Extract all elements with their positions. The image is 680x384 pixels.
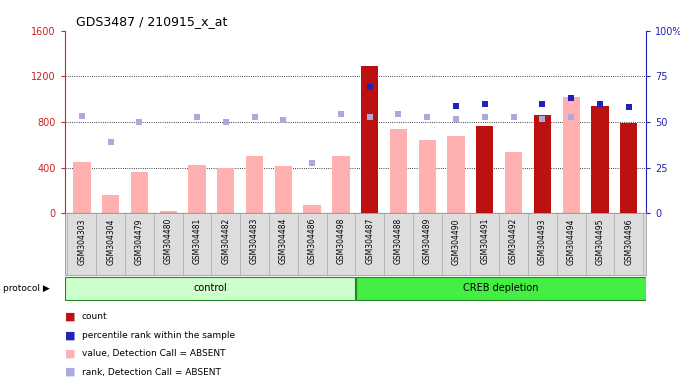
Point [134,119,145,125]
Point [537,116,548,122]
Point [364,84,375,90]
Text: GSM304488: GSM304488 [394,218,403,264]
Bar [160,211,177,213]
Bar [131,172,148,213]
Text: GSM304493: GSM304493 [538,218,547,265]
Text: GSM304494: GSM304494 [566,218,576,265]
Point [249,114,260,120]
Point [537,101,548,107]
FancyBboxPatch shape [65,276,355,300]
Bar [390,129,407,213]
Point [278,117,289,123]
Point [566,114,577,121]
Bar [73,162,90,213]
Text: protocol ▶: protocol ▶ [3,284,50,293]
Bar [592,106,609,213]
Point [393,111,404,117]
Point [479,101,490,107]
Point [451,103,462,109]
Point [422,114,432,121]
Bar [620,123,637,213]
Text: GSM304483: GSM304483 [250,218,259,265]
Point [364,114,375,121]
Point [508,114,519,121]
Point [220,119,231,125]
Point [451,116,462,122]
Text: GSM304492: GSM304492 [509,218,518,265]
Point [624,104,634,111]
Bar [333,156,350,213]
Text: value, Detection Call = ABSENT: value, Detection Call = ABSENT [82,349,225,358]
Text: GSM304491: GSM304491 [480,218,490,265]
Point [76,113,87,119]
Text: GSM304490: GSM304490 [452,218,460,265]
Text: GSM304486: GSM304486 [307,218,317,265]
Bar [447,136,464,213]
Bar [246,156,263,213]
Bar [217,167,235,213]
Bar [562,97,580,213]
Text: ■: ■ [65,330,75,340]
Text: GSM304489: GSM304489 [423,218,432,265]
Text: GDS3487 / 210915_x_at: GDS3487 / 210915_x_at [76,15,228,28]
Bar [361,66,378,213]
Text: rank, Detection Call = ABSENT: rank, Detection Call = ABSENT [82,367,220,377]
Point [479,114,490,121]
Text: ■: ■ [65,367,75,377]
Text: ■: ■ [65,349,75,359]
Text: GSM304495: GSM304495 [596,218,605,265]
Text: GSM304482: GSM304482 [221,218,231,264]
Point [105,139,116,146]
Text: GSM304304: GSM304304 [106,218,115,265]
Bar [275,166,292,213]
Bar [476,126,494,213]
FancyBboxPatch shape [356,276,646,300]
Point [335,111,346,117]
Bar [505,152,522,213]
Text: GSM304498: GSM304498 [337,218,345,265]
Text: GSM304479: GSM304479 [135,218,144,265]
Point [566,95,577,101]
Bar [303,205,321,213]
Text: CREB depletion: CREB depletion [463,283,539,293]
Bar [188,165,205,213]
Bar [102,195,119,213]
Point [192,114,203,121]
Text: GSM304480: GSM304480 [164,218,173,265]
Text: GSM304303: GSM304303 [78,218,86,265]
Text: GSM304484: GSM304484 [279,218,288,265]
Text: control: control [193,283,227,293]
Bar [534,115,551,213]
Text: count: count [82,312,107,321]
Text: GSM304496: GSM304496 [624,218,633,265]
Point [307,160,318,166]
Point [594,101,605,107]
Text: GSM304481: GSM304481 [192,218,201,264]
Bar [419,140,436,213]
Text: percentile rank within the sample: percentile rank within the sample [82,331,235,340]
Text: ■: ■ [65,312,75,322]
Text: GSM304487: GSM304487 [365,218,374,265]
